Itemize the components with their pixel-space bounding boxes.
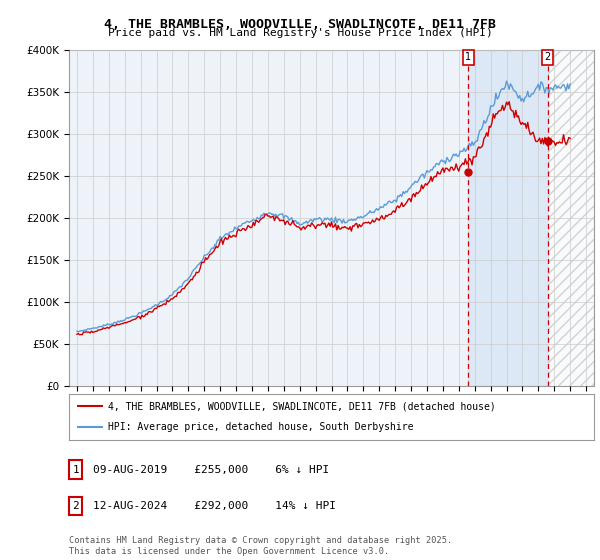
Text: 4, THE BRAMBLES, WOODVILLE, SWADLINCOTE, DE11 7FB: 4, THE BRAMBLES, WOODVILLE, SWADLINCOTE,… xyxy=(104,18,496,31)
Text: 4, THE BRAMBLES, WOODVILLE, SWADLINCOTE, DE11 7FB (detached house): 4, THE BRAMBLES, WOODVILLE, SWADLINCOTE,… xyxy=(109,401,496,411)
Text: 1: 1 xyxy=(72,465,79,474)
Text: HPI: Average price, detached house, South Derbyshire: HPI: Average price, detached house, Sout… xyxy=(109,422,414,432)
Text: Price paid vs. HM Land Registry's House Price Index (HPI): Price paid vs. HM Land Registry's House … xyxy=(107,28,493,38)
Text: 1: 1 xyxy=(465,52,472,62)
Text: Contains HM Land Registry data © Crown copyright and database right 2025.
This d: Contains HM Land Registry data © Crown c… xyxy=(69,536,452,556)
Text: 12-AUG-2024    £292,000    14% ↓ HPI: 12-AUG-2024 £292,000 14% ↓ HPI xyxy=(93,501,336,511)
Text: 2: 2 xyxy=(72,501,79,511)
Text: 2: 2 xyxy=(545,52,551,62)
Bar xyxy=(548,34,594,386)
Text: 09-AUG-2019    £255,000    6% ↓ HPI: 09-AUG-2019 £255,000 6% ↓ HPI xyxy=(93,465,329,475)
